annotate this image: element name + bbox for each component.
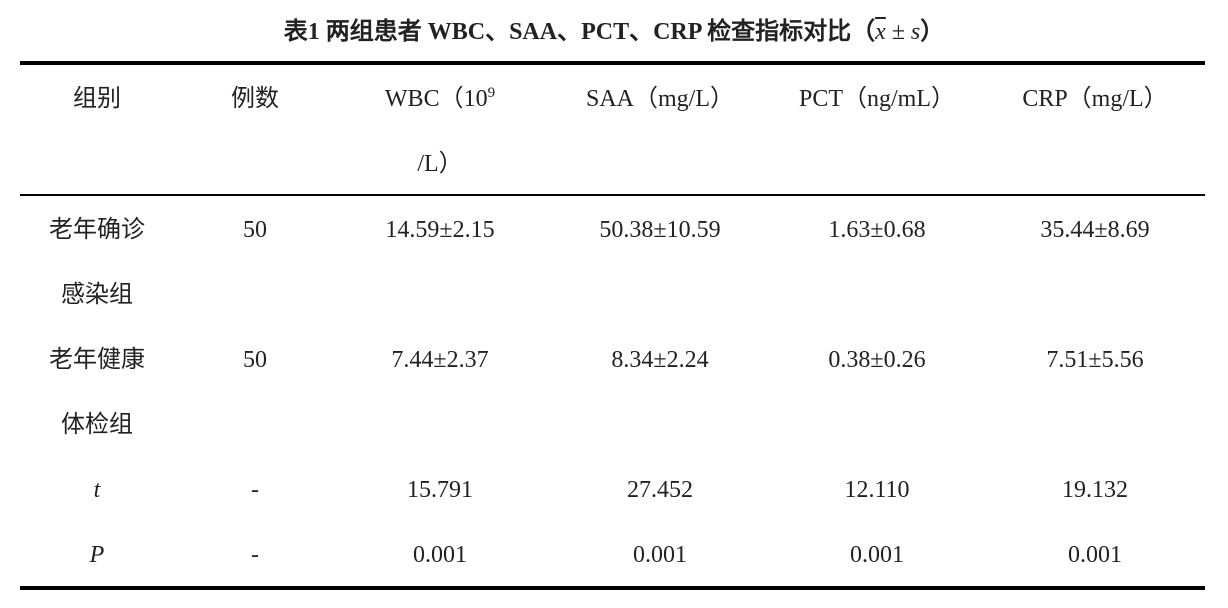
data-cell: 0.001 [850,542,904,568]
title-mean: x [875,19,886,45]
header-cell: CRP（mg/L） [1022,86,1168,112]
data-cell: 35.44±8.69 [1040,217,1150,243]
row-label: P [89,542,105,568]
header-unit: /L） [417,151,463,177]
data-cell: 50.38±10.59 [599,217,721,243]
data-cell: 0.001 [633,542,687,568]
title-pm: ± [891,19,905,45]
title-close: ） [920,19,945,45]
header-cell: WBC（109/L） [340,67,540,197]
header-rule [20,194,1205,196]
data-cell: - [251,477,259,503]
top-rule [20,61,1205,65]
table-title: 表1 两组患者 WBC、SAA、PCT、CRP 检查指标对比（x ± s） [0,14,1228,50]
row-label: 老年健康体检组 [49,347,145,438]
data-cell: 12.110 [844,477,910,503]
data-cell: 14.59±2.15 [385,217,495,243]
data-cell: 27.452 [627,477,693,503]
header-cell: 例数 [231,86,279,112]
header-cell: PCT（ng/mL） [798,86,955,112]
bottom-rule [20,586,1205,590]
data-cell: 19.132 [1062,477,1128,503]
header-text: WBC（109 [340,67,540,132]
header-cell: SAA（mg/L） [585,86,734,112]
row-label: 老年确诊感染组 [49,217,145,308]
header-cell: 组别 [73,86,121,112]
data-cell: 15.791 [407,477,473,503]
title-main: 表1 两组患者 WBC、SAA、PCT、CRP 检查指标对比（ [283,19,876,45]
data-cell: 8.34±2.24 [611,347,709,373]
data-cell: 0.001 [413,542,467,568]
title-sd: s [910,19,921,45]
data-cell: - [251,542,259,568]
data-cell: 50 [243,347,267,373]
header-sup: 9 [487,85,496,101]
data-cell: 1.63±0.68 [828,217,926,243]
row-label: t [93,477,101,503]
header-text: WBC（10 [384,86,488,112]
data-cell: 7.51±5.56 [1046,347,1144,373]
data-cell: 7.44±2.37 [391,347,489,373]
data-cell: 50 [243,217,267,243]
data-cell: 0.001 [1068,542,1122,568]
data-cell: 0.38±0.26 [828,347,926,373]
